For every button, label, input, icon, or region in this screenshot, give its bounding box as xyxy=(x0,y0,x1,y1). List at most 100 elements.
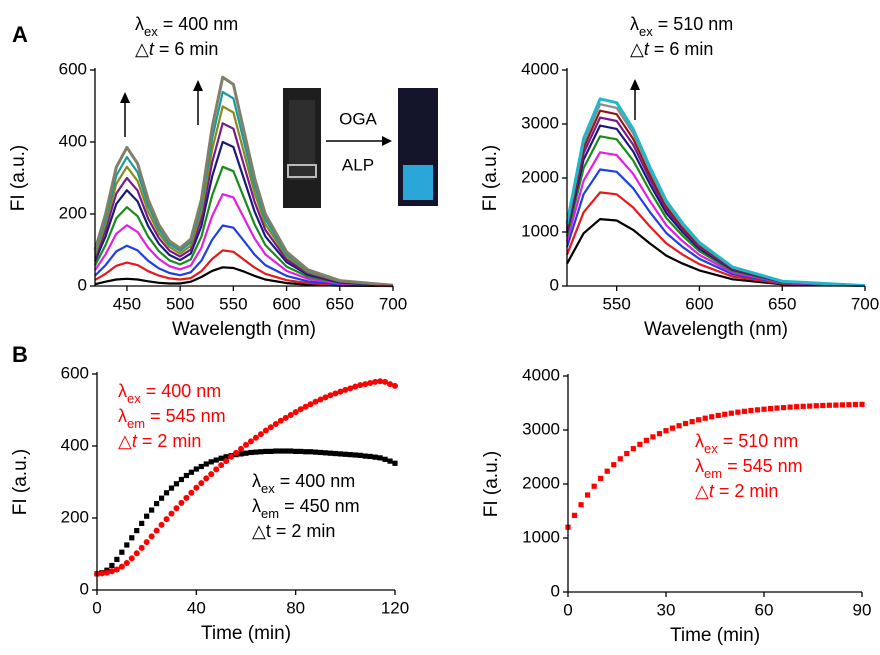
data-point xyxy=(669,425,676,431)
data-point xyxy=(833,402,839,408)
data-point xyxy=(598,475,604,481)
annotation: △t = 6 min xyxy=(135,39,218,59)
annotation-part: = 545 nm xyxy=(145,406,226,426)
data-point xyxy=(362,381,369,388)
x-tick-label: 30 xyxy=(657,600,676,619)
data-point xyxy=(342,451,348,457)
data-point xyxy=(357,452,363,458)
data-point xyxy=(362,453,368,459)
annotation-part: t xyxy=(149,39,155,59)
data-point xyxy=(800,403,806,409)
data-point xyxy=(372,454,378,460)
data-point xyxy=(794,404,800,410)
x-tick-label: 700 xyxy=(379,294,407,313)
data-point xyxy=(387,381,394,388)
data-point xyxy=(218,455,224,461)
trend-arrows xyxy=(120,79,640,137)
spectrum-line xyxy=(565,191,866,287)
data-point xyxy=(183,494,190,501)
data-point xyxy=(134,528,140,534)
data-point xyxy=(257,431,264,438)
data-point xyxy=(168,510,175,517)
x-axis-label: Time (min) xyxy=(201,623,291,644)
y-axis-label: FI (a.u.) xyxy=(481,451,502,518)
spectrum-line xyxy=(93,140,394,287)
y-tick-label: 400 xyxy=(61,435,89,454)
data-point xyxy=(263,448,269,454)
data-point xyxy=(337,388,344,395)
data-point xyxy=(208,459,214,465)
spectrum-line xyxy=(565,97,866,288)
data-point xyxy=(272,421,279,428)
data-point xyxy=(774,405,780,411)
annotation-part: = 545 nm xyxy=(722,456,803,476)
data-point xyxy=(268,448,274,454)
data-point xyxy=(327,392,334,399)
x-axis-label: Wavelength (nm) xyxy=(172,319,316,340)
data-point xyxy=(372,378,379,385)
annotation-part: △ xyxy=(118,431,132,451)
y-tick-label: 0 xyxy=(551,581,560,600)
annotation: λex = 510 nm xyxy=(630,14,733,39)
annotation-part: em xyxy=(127,416,145,431)
data-point xyxy=(767,406,774,412)
arrow-head xyxy=(120,92,130,103)
data-point xyxy=(233,449,240,456)
spectrum-line xyxy=(566,218,866,287)
data-point xyxy=(591,483,597,489)
data-point xyxy=(273,448,279,454)
data-point xyxy=(293,448,299,454)
data-point xyxy=(218,462,225,469)
annotation-part: ex xyxy=(639,24,653,39)
data-point xyxy=(676,423,682,429)
data-point xyxy=(585,492,591,498)
data-point xyxy=(228,453,235,460)
data-point xyxy=(133,550,140,557)
x-tick-label: 450 xyxy=(113,294,141,313)
x-tick-label: 120 xyxy=(381,598,409,617)
data-point xyxy=(297,406,304,413)
y-tick-label: 0 xyxy=(78,275,87,294)
annotation-part: = 400 nm xyxy=(158,14,239,34)
data-point xyxy=(352,383,359,390)
annotation: λem = 450 nm xyxy=(252,496,360,521)
cuvette-body xyxy=(289,100,315,180)
data-point xyxy=(761,406,767,412)
data-point xyxy=(278,448,284,454)
y-tick-label: 1000 xyxy=(522,527,560,546)
x-tick-label: 650 xyxy=(768,294,796,313)
data-point xyxy=(183,472,189,479)
x-tick-label: 700 xyxy=(851,294,879,313)
data-point xyxy=(312,449,319,455)
x-tick-label: 550 xyxy=(219,294,247,313)
data-point xyxy=(193,484,200,491)
data-point xyxy=(188,469,194,475)
data-point xyxy=(741,408,747,414)
data-point xyxy=(317,396,324,403)
data-point xyxy=(243,441,249,448)
data-point xyxy=(728,410,734,416)
data-point xyxy=(173,481,180,487)
data-point xyxy=(663,428,669,434)
data-point xyxy=(292,409,299,416)
data-point xyxy=(650,434,656,440)
data-point xyxy=(139,520,145,526)
annotation-part: t xyxy=(709,481,715,501)
chart: 0 1000 2000 3000 4000 550 600 650 700 Wavelength … xyxy=(480,14,879,340)
data-point xyxy=(807,403,813,409)
data-point xyxy=(611,462,617,468)
annotation-part: △t = 2 min xyxy=(252,521,335,541)
data-point xyxy=(287,412,294,419)
annotation-part: em xyxy=(261,506,279,521)
data-point xyxy=(103,569,110,576)
annotation-part: ex xyxy=(704,441,718,456)
annotation: λex = 400 nm xyxy=(135,14,238,39)
data-point xyxy=(327,450,334,456)
cuvette-solution xyxy=(403,165,433,200)
annotation-part: = 6 min xyxy=(154,39,219,59)
data-point xyxy=(238,445,245,452)
annotation: △t = 2 min xyxy=(118,431,201,451)
annotation-part: = 2 min xyxy=(714,481,779,501)
annotation-part: = 510 nm xyxy=(718,431,799,451)
